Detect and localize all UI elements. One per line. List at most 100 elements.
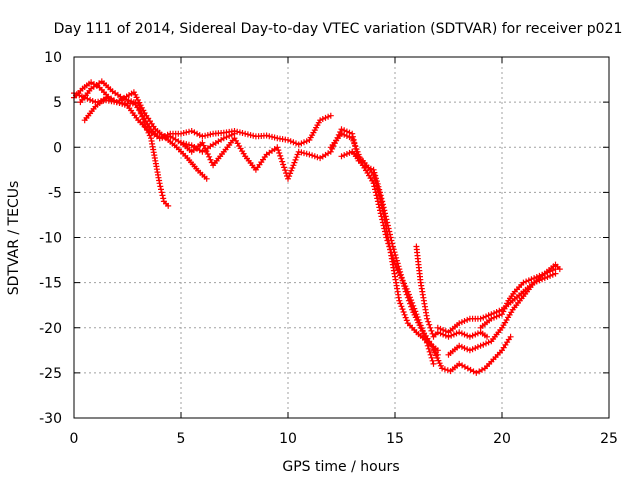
series-track-12 — [445, 266, 559, 358]
data-point — [89, 98, 96, 104]
data-point — [286, 173, 293, 180]
data-point — [394, 267, 401, 273]
data-point — [279, 158, 286, 165]
data-point — [116, 100, 123, 106]
data-point — [372, 186, 378, 193]
data-point — [403, 317, 410, 324]
data-point — [393, 257, 400, 264]
data-point — [346, 134, 353, 141]
data-point — [474, 343, 481, 350]
data-point — [371, 183, 378, 190]
data-point — [383, 234, 390, 241]
data-point — [199, 139, 206, 146]
data-point — [403, 285, 410, 292]
data-point — [424, 315, 431, 322]
series-track-8 — [349, 148, 437, 367]
data-point — [430, 360, 437, 367]
data-point — [202, 145, 209, 152]
data-point — [402, 283, 409, 290]
series-track-9 — [413, 243, 490, 340]
data-point — [380, 222, 387, 229]
data-point — [156, 180, 163, 187]
data-point — [395, 269, 402, 276]
data-point — [420, 331, 427, 337]
data-point — [372, 189, 379, 196]
data-point — [382, 228, 388, 235]
y-tick-label: -15 — [39, 276, 62, 292]
data-point — [319, 116, 326, 122]
data-point — [277, 152, 284, 159]
data-point — [289, 165, 296, 171]
data-point — [424, 342, 431, 349]
data-point — [294, 151, 301, 158]
data-point — [374, 198, 381, 205]
series-track-2 — [71, 89, 210, 182]
data-point — [158, 186, 164, 193]
data-point — [157, 183, 164, 190]
data-point — [288, 167, 295, 174]
data-point — [469, 346, 476, 353]
data-point — [412, 308, 419, 315]
data-point — [281, 164, 288, 171]
data-point — [556, 266, 563, 273]
data-point — [373, 192, 380, 199]
data-point — [275, 147, 282, 154]
axis-ticks: 0 5 10 15 20 25 10 5 0 -5 -10 -15 -20 -25 -30 — [39, 50, 618, 447]
data-point — [396, 297, 403, 304]
data-point — [317, 117, 324, 124]
data-point — [393, 254, 400, 261]
data-point — [469, 332, 476, 339]
series-track-11 — [434, 270, 559, 336]
x-tick-label: 15 — [386, 431, 404, 447]
series-track-10 — [430, 333, 514, 376]
data-point — [501, 305, 508, 312]
data-point — [291, 159, 298, 166]
data-point — [448, 332, 455, 339]
data-point — [466, 347, 473, 354]
data-point — [377, 207, 383, 214]
data-point — [341, 131, 348, 138]
data-point — [456, 320, 463, 327]
data-point — [276, 150, 283, 156]
data-point — [407, 294, 413, 301]
data-point — [422, 336, 429, 343]
data-point — [183, 129, 190, 136]
data-point — [464, 332, 471, 339]
data-point — [423, 339, 430, 346]
data-point — [411, 305, 418, 312]
data-point — [301, 139, 307, 146]
data-point — [178, 130, 184, 137]
data-point — [386, 243, 393, 250]
data-point — [278, 155, 285, 162]
data-point — [539, 271, 546, 278]
data-point — [425, 345, 432, 352]
x-tick-label: 5 — [177, 431, 186, 447]
plot-frame — [73, 56, 610, 419]
data-point — [502, 303, 509, 310]
data-point — [425, 318, 432, 325]
data-point — [327, 112, 334, 119]
data-point — [159, 134, 166, 141]
series-track-4 — [81, 94, 334, 148]
data-point — [206, 153, 213, 160]
data-point — [346, 149, 353, 156]
data-point — [285, 137, 291, 143]
data-point — [122, 96, 129, 103]
data-point — [388, 249, 395, 256]
data-point — [477, 315, 484, 322]
data-point — [353, 146, 360, 153]
data-point — [280, 161, 287, 168]
data-point — [105, 95, 112, 102]
data-point — [536, 272, 543, 279]
data-point — [392, 261, 398, 268]
data-point — [504, 300, 511, 307]
data-point — [376, 204, 383, 211]
data-point — [370, 171, 377, 178]
data-point — [393, 264, 400, 271]
data-point — [372, 177, 379, 183]
data-point — [76, 92, 83, 99]
data-point — [111, 98, 118, 104]
data-point — [493, 313, 500, 320]
data-point — [415, 316, 422, 323]
data-point — [379, 219, 386, 226]
